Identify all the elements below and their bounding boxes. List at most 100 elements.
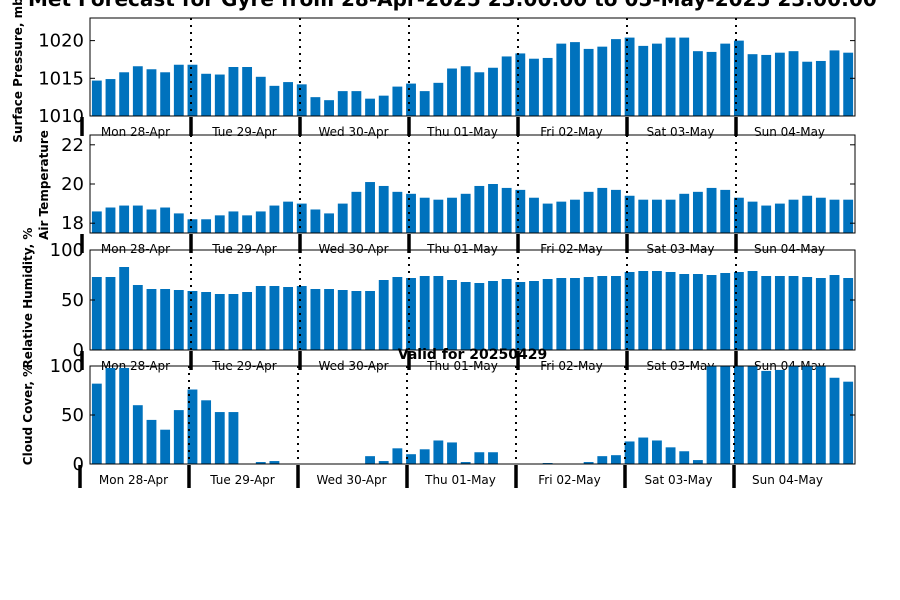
y-tick-label: 1010 xyxy=(38,106,84,127)
bar xyxy=(761,370,772,464)
bar xyxy=(365,291,375,350)
bar xyxy=(91,80,102,116)
bar xyxy=(597,456,608,464)
bar xyxy=(406,454,416,464)
y-axis-label: Air Temperature xyxy=(37,130,51,240)
bar xyxy=(310,289,321,350)
bar xyxy=(419,276,430,350)
bar xyxy=(774,369,785,464)
y-tick-label: 18 xyxy=(61,213,84,234)
y-axis-label: Surface Pressure, mb xyxy=(11,0,25,143)
bar xyxy=(788,276,799,350)
bar xyxy=(638,271,649,350)
bar xyxy=(488,184,498,233)
bar xyxy=(228,67,239,116)
bar xyxy=(829,275,840,350)
bar xyxy=(392,191,403,233)
day-label: Mon 28-Apr xyxy=(101,125,170,139)
bar xyxy=(228,412,239,464)
bar xyxy=(733,366,744,464)
bar xyxy=(433,276,444,350)
bar xyxy=(679,37,690,116)
bar xyxy=(665,37,676,116)
bar xyxy=(706,187,717,233)
panels: 1010 1015 1020 Mon 28-Apr Tue 29-Apr Wed 30-A… xyxy=(11,0,856,488)
bar xyxy=(310,97,321,116)
bar xyxy=(105,367,116,464)
bar xyxy=(788,366,799,464)
bar xyxy=(624,441,635,464)
y-tick-label: 20 xyxy=(61,174,84,195)
bar xyxy=(187,291,198,350)
bar xyxy=(310,209,321,233)
bar xyxy=(720,43,731,116)
bar xyxy=(447,280,457,350)
bar xyxy=(242,292,253,350)
day-label: Sat 03-May xyxy=(647,125,715,139)
bar xyxy=(91,383,102,464)
bar xyxy=(228,211,239,233)
bar xyxy=(733,197,744,233)
bar xyxy=(447,197,457,233)
bar xyxy=(324,213,334,233)
bar xyxy=(843,199,854,233)
bar xyxy=(433,82,444,116)
bar xyxy=(173,64,184,116)
bar xyxy=(378,95,389,116)
bar xyxy=(132,205,143,233)
bar xyxy=(255,76,266,116)
bar xyxy=(774,52,785,116)
bar xyxy=(132,405,143,464)
bar xyxy=(624,272,635,350)
day-label: Wed 30-Apr xyxy=(316,473,386,487)
bar xyxy=(733,272,744,350)
bar xyxy=(829,50,840,116)
bar xyxy=(214,412,225,464)
y-tick-label: 0 xyxy=(73,340,84,361)
bar xyxy=(201,73,212,116)
bar xyxy=(788,51,799,116)
bar xyxy=(692,274,703,350)
bar xyxy=(542,57,553,116)
day-label: Wed 30-Apr xyxy=(318,242,388,256)
bar xyxy=(119,267,130,350)
bar xyxy=(460,462,471,464)
bar xyxy=(119,72,130,116)
bar xyxy=(324,100,334,116)
day-label: Sun 04-May xyxy=(754,125,825,139)
bar xyxy=(132,66,143,116)
bar xyxy=(802,195,813,233)
day-label: Tue 29-Apr xyxy=(209,473,274,487)
bar xyxy=(378,185,389,233)
bar xyxy=(242,215,253,233)
bar xyxy=(501,279,512,350)
bar xyxy=(611,189,621,233)
y-tick-label: 50 xyxy=(61,405,84,426)
bar xyxy=(337,91,348,116)
day-label: Sun 04-May xyxy=(754,242,825,256)
bar xyxy=(105,277,116,350)
bar xyxy=(255,462,266,464)
bar xyxy=(611,455,621,464)
bar xyxy=(187,219,198,233)
bar xyxy=(269,85,280,116)
bar xyxy=(788,199,799,233)
bar xyxy=(283,201,293,233)
bar xyxy=(160,207,171,233)
bar xyxy=(501,187,512,233)
bar xyxy=(173,410,184,464)
bar xyxy=(597,276,608,350)
bar xyxy=(747,54,758,116)
bar xyxy=(843,52,854,116)
bar xyxy=(611,39,621,116)
day-label: Thu 01-May xyxy=(426,242,498,256)
day-label: Thu 01-May xyxy=(424,473,496,487)
bar xyxy=(255,286,266,350)
figure-title: Met Forecast for Gyre from 28-Apr-2025 2… xyxy=(28,0,877,11)
y-tick-label: 100 xyxy=(50,240,84,261)
day-label: Sat 03-May xyxy=(647,242,715,256)
day-label: Mon 28-Apr xyxy=(99,473,168,487)
y-tick-label: 0 xyxy=(73,454,84,475)
panel-2: 18 20 22 Mon 28-Apr Tue 29-Apr Wed 30-Apr Thu … xyxy=(37,130,856,256)
bar xyxy=(583,191,594,233)
